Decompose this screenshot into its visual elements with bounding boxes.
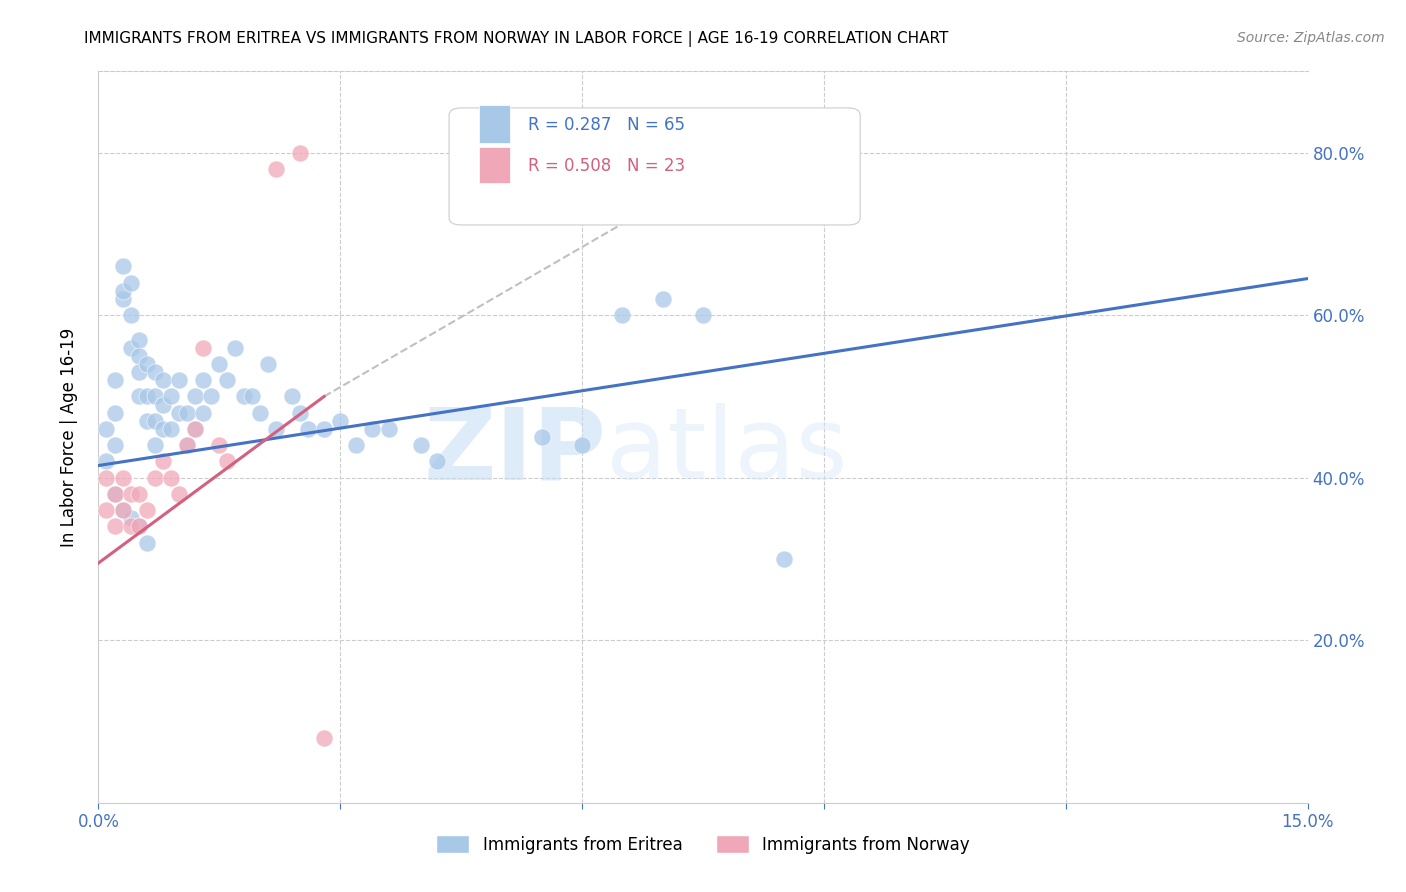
Point: [167, 373, 190, 387]
Point: [111, 503, 134, 517]
Point: [217, 373, 239, 387]
Point: [160, 389, 183, 403]
Point: [184, 422, 207, 436]
Point: [111, 284, 134, 298]
Point: [120, 276, 142, 290]
Point: [256, 357, 278, 371]
Point: [143, 365, 166, 379]
Point: [128, 389, 150, 403]
Bar: [479, 105, 509, 143]
Point: [224, 341, 246, 355]
Point: [120, 519, 142, 533]
Point: [288, 145, 311, 160]
Point: [314, 731, 336, 745]
Point: [152, 454, 174, 468]
Point: [184, 422, 207, 436]
Point: [249, 406, 271, 420]
Point: [409, 438, 432, 452]
Point: [193, 373, 215, 387]
Point: [120, 341, 142, 355]
Point: [232, 389, 254, 403]
Point: [208, 357, 231, 371]
Point: [120, 308, 142, 322]
Point: [176, 438, 198, 452]
Point: [152, 398, 174, 412]
Point: [167, 487, 190, 501]
Point: [135, 414, 157, 428]
Point: [111, 503, 134, 517]
Text: R = 0.287   N = 65: R = 0.287 N = 65: [527, 116, 685, 134]
Point: [103, 487, 125, 501]
Point: [329, 414, 352, 428]
Point: [200, 389, 222, 403]
Point: [167, 406, 190, 420]
Point: [288, 406, 311, 420]
Point: [651, 292, 673, 306]
Point: [103, 487, 125, 501]
Point: [128, 365, 150, 379]
Point: [176, 438, 198, 452]
Point: [530, 430, 553, 444]
Point: [103, 519, 125, 533]
Point: [135, 389, 157, 403]
Point: [135, 357, 157, 371]
Point: [135, 503, 157, 517]
Point: [160, 471, 183, 485]
Point: [281, 389, 304, 403]
Bar: [479, 147, 509, 183]
Point: [193, 406, 215, 420]
Point: [96, 422, 118, 436]
Point: [297, 422, 319, 436]
Y-axis label: In Labor Force | Age 16-19: In Labor Force | Age 16-19: [59, 327, 77, 547]
Point: [111, 471, 134, 485]
Text: ZIP: ZIP: [423, 403, 606, 500]
Point: [96, 471, 118, 485]
Point: [772, 552, 794, 566]
Point: [314, 422, 336, 436]
Point: [264, 161, 287, 176]
Legend: Immigrants from Eritrea, Immigrants from Norway: Immigrants from Eritrea, Immigrants from…: [429, 829, 977, 860]
Point: [692, 308, 714, 322]
FancyBboxPatch shape: [449, 108, 860, 225]
Point: [193, 341, 215, 355]
Point: [143, 438, 166, 452]
Point: [128, 519, 150, 533]
Point: [217, 454, 239, 468]
Point: [264, 422, 287, 436]
Point: [344, 438, 367, 452]
Text: R = 0.508   N = 23: R = 0.508 N = 23: [527, 158, 685, 176]
Point: [612, 308, 634, 322]
Point: [571, 438, 593, 452]
Point: [426, 454, 449, 468]
Point: [152, 373, 174, 387]
Point: [103, 406, 125, 420]
Text: IMMIGRANTS FROM ERITREA VS IMMIGRANTS FROM NORWAY IN LABOR FORCE | AGE 16-19 COR: IMMIGRANTS FROM ERITREA VS IMMIGRANTS FR…: [84, 31, 949, 47]
Point: [103, 373, 125, 387]
Point: [377, 422, 399, 436]
Point: [176, 406, 198, 420]
Point: [160, 422, 183, 436]
Point: [135, 535, 157, 549]
Point: [152, 422, 174, 436]
Point: [120, 487, 142, 501]
Point: [96, 454, 118, 468]
Point: [208, 438, 231, 452]
Point: [143, 471, 166, 485]
Text: Source: ZipAtlas.com: Source: ZipAtlas.com: [1237, 31, 1385, 45]
Point: [143, 389, 166, 403]
Point: [111, 260, 134, 274]
Point: [96, 503, 118, 517]
Point: [120, 511, 142, 525]
Point: [128, 519, 150, 533]
Point: [128, 349, 150, 363]
Point: [184, 389, 207, 403]
Point: [361, 422, 384, 436]
Point: [240, 389, 263, 403]
Point: [143, 414, 166, 428]
Point: [103, 438, 125, 452]
Point: [128, 333, 150, 347]
Text: atlas: atlas: [606, 403, 848, 500]
Point: [111, 292, 134, 306]
Point: [128, 487, 150, 501]
